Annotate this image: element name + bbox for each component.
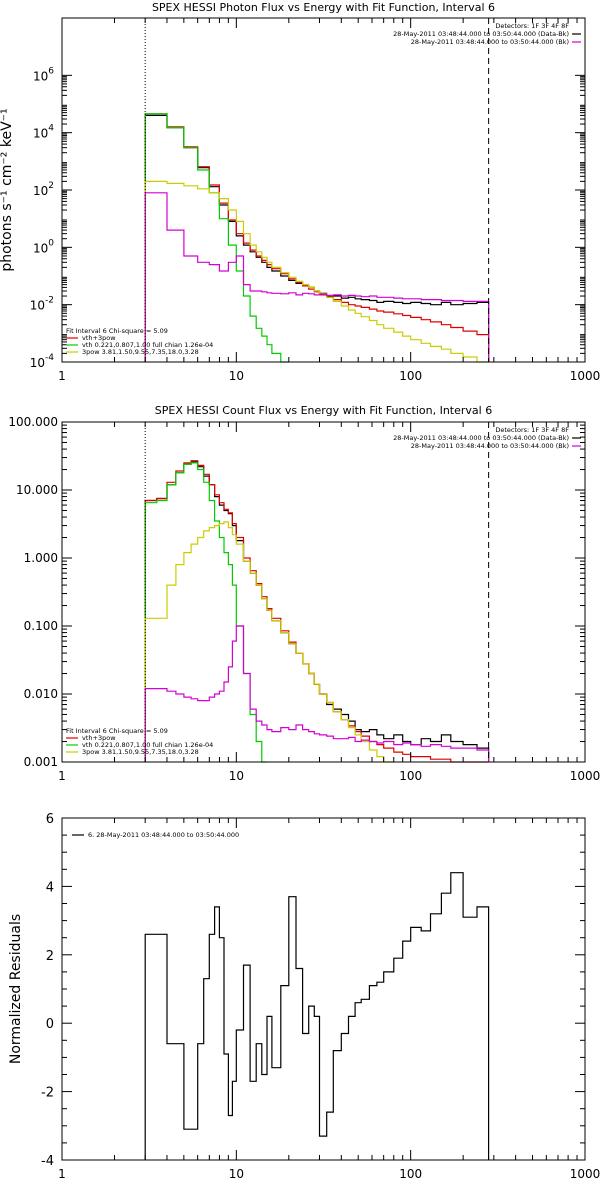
chart-panel-2: SPEX HESSI Count Flux vs Energy with Fit… xyxy=(8,404,600,783)
y-tick-label: 106 xyxy=(33,66,54,83)
legend-bottom-text: vth 0.221,0.807,1.00 full chian 1.26e-04 xyxy=(82,741,213,749)
y-tick-exponent: -4 xyxy=(45,353,54,363)
series-line-2 xyxy=(144,460,489,763)
y-tick-label: 2 xyxy=(46,949,54,964)
y-tick-label: 10.000 xyxy=(16,483,58,497)
y-tick-mantissa: 10 xyxy=(33,127,48,141)
y-tick-label: 10-4 xyxy=(30,353,55,370)
y-axis-label: Normalized Residuals xyxy=(8,914,24,1064)
plot-frame xyxy=(61,817,586,1161)
y-tick-label: 0.001 xyxy=(24,755,58,769)
y-tick-label: 0.100 xyxy=(24,619,58,633)
x-axis: 1 10 100 1000 xyxy=(58,818,600,1181)
y-tick-exponent: 2 xyxy=(48,181,54,191)
plot-frame xyxy=(61,421,586,763)
series-line-1 xyxy=(144,872,490,1160)
legend-bottom-text: 3pow 3.81,1.50,9.55,7.35,18.0,3.28 xyxy=(82,348,199,356)
series-line-3 xyxy=(144,113,289,363)
y-axis-label: photons s⁻¹ cm⁻² keV⁻¹ xyxy=(0,108,15,271)
legend-top-text: 28-May-2011 03:48:44.000 to 03:50:44.000… xyxy=(411,38,569,46)
y-tick-label: 100 xyxy=(33,238,54,255)
plot-frame xyxy=(61,17,586,363)
y-tick-mantissa: 10 xyxy=(30,299,45,313)
y-tick-label: 0.010 xyxy=(24,687,58,701)
x-tick-label: 10 xyxy=(229,769,244,783)
legend-top-text: Detectors: 1F 3F 4F 8F xyxy=(495,426,569,434)
legend-bottom-text: vth+3pow xyxy=(82,334,116,342)
series-group xyxy=(144,872,490,1160)
y-tick-label: 100.000 xyxy=(8,415,58,429)
legend-bottom-text: vth 0.221,0.807,1.00 full chian 1.26e-04 xyxy=(82,341,213,349)
legend-bottom: Fit Interval 6 Chi-square = 5.09vth+3pow… xyxy=(66,327,213,356)
y-axis: 0.001 0.010 0.100 1.000 10.000 100.000 xyxy=(8,415,585,769)
legend-bottom: Fit Interval 6 Chi-square = 5.09vth+3pow… xyxy=(66,727,213,756)
y-tick-mantissa: 10 xyxy=(33,184,48,198)
x-tick-label: 100 xyxy=(399,1167,422,1181)
legend-top: 6. 28-May-2011 03:48:44.000 to 03:50:44.… xyxy=(72,831,239,839)
y-tick-label: 102 xyxy=(33,181,54,198)
series-line-4 xyxy=(144,521,394,763)
x-tick-label: 1 xyxy=(58,369,66,383)
series-line-3 xyxy=(144,462,267,763)
chart-panel-3: 1 10 100 1000 -4 -2 0 2 4 6 Normalized Residuals 6.… xyxy=(8,812,600,1181)
x-tick-label: 100 xyxy=(399,369,422,383)
y-tick-label: -4 xyxy=(41,1154,54,1169)
y-axis: -4 -2 0 2 4 6 xyxy=(41,812,585,1169)
series-line-2 xyxy=(144,113,490,362)
y-tick-label: 4 xyxy=(46,880,54,895)
series-line-1 xyxy=(144,461,490,762)
series-line-4 xyxy=(144,180,489,363)
legend-bottom-text: vth+3pow xyxy=(82,734,116,742)
chart-panel-1: SPEX HESSI Photon Flux vs Energy with Fi… xyxy=(0,1,600,383)
y-tick-label: 1.000 xyxy=(24,551,58,565)
chart-title: SPEX HESSI Photon Flux vs Energy with Fi… xyxy=(152,1,495,14)
y-tick-exponent: 0 xyxy=(48,238,54,248)
y-tick-mantissa: 10 xyxy=(33,241,48,255)
y-tick-mantissa: 10 xyxy=(33,69,48,83)
y-tick-mantissa: 10 xyxy=(30,356,45,370)
legend-top-text: 28-May-2011 03:48:44.000 to 03:50:44.000… xyxy=(393,30,569,38)
x-tick-label: 10 xyxy=(229,369,244,383)
legend-fit-text: Fit Interval 6 Chi-square = 5.09 xyxy=(66,727,168,735)
y-tick-exponent: -2 xyxy=(45,296,54,306)
legend-text: 6. 28-May-2011 03:48:44.000 to 03:50:44.… xyxy=(88,831,239,839)
x-tick-label: 1000 xyxy=(570,1167,600,1181)
legend-bottom-text: 3pow 3.81,1.50,9.55,7.35,18.0,3.28 xyxy=(82,748,199,756)
series-line-5 xyxy=(144,192,490,362)
series-line-5 xyxy=(144,625,490,762)
x-axis: 1 10 100 1000 xyxy=(58,18,600,383)
chart-title: SPEX HESSI Count Flux vs Energy with Fit… xyxy=(155,404,492,417)
x-tick-label: 10 xyxy=(229,1167,244,1181)
x-tick-label: 1 xyxy=(58,769,66,783)
x-tick-label: 1000 xyxy=(570,369,600,383)
legend-top-text: Detectors: 1F 3F 4F 8F xyxy=(495,22,569,30)
y-tick-label: 0 xyxy=(46,1017,54,1032)
legend-top-text: 28-May-2011 03:48:44.000 to 03:50:44.000… xyxy=(411,442,569,450)
x-tick-label: 1 xyxy=(58,1167,66,1181)
y-tick-label: -2 xyxy=(41,1086,54,1101)
legend-fit-text: Fit Interval 6 Chi-square = 5.09 xyxy=(66,327,168,335)
x-tick-label: 100 xyxy=(399,769,422,783)
legend-top-text: 28-May-2011 03:48:44.000 to 03:50:44.000… xyxy=(393,434,569,442)
y-tick-label: 104 xyxy=(33,124,54,141)
y-tick-label: 6 xyxy=(46,812,54,827)
x-tick-label: 1000 xyxy=(570,769,600,783)
y-tick-label: 10-2 xyxy=(30,296,54,313)
series-group xyxy=(144,113,490,363)
series-group xyxy=(144,460,490,763)
series-line-1 xyxy=(144,114,490,362)
y-tick-exponent: 4 xyxy=(48,124,54,134)
x-axis: 1 10 100 1000 xyxy=(58,422,600,783)
y-tick-exponent: 6 xyxy=(48,66,54,76)
